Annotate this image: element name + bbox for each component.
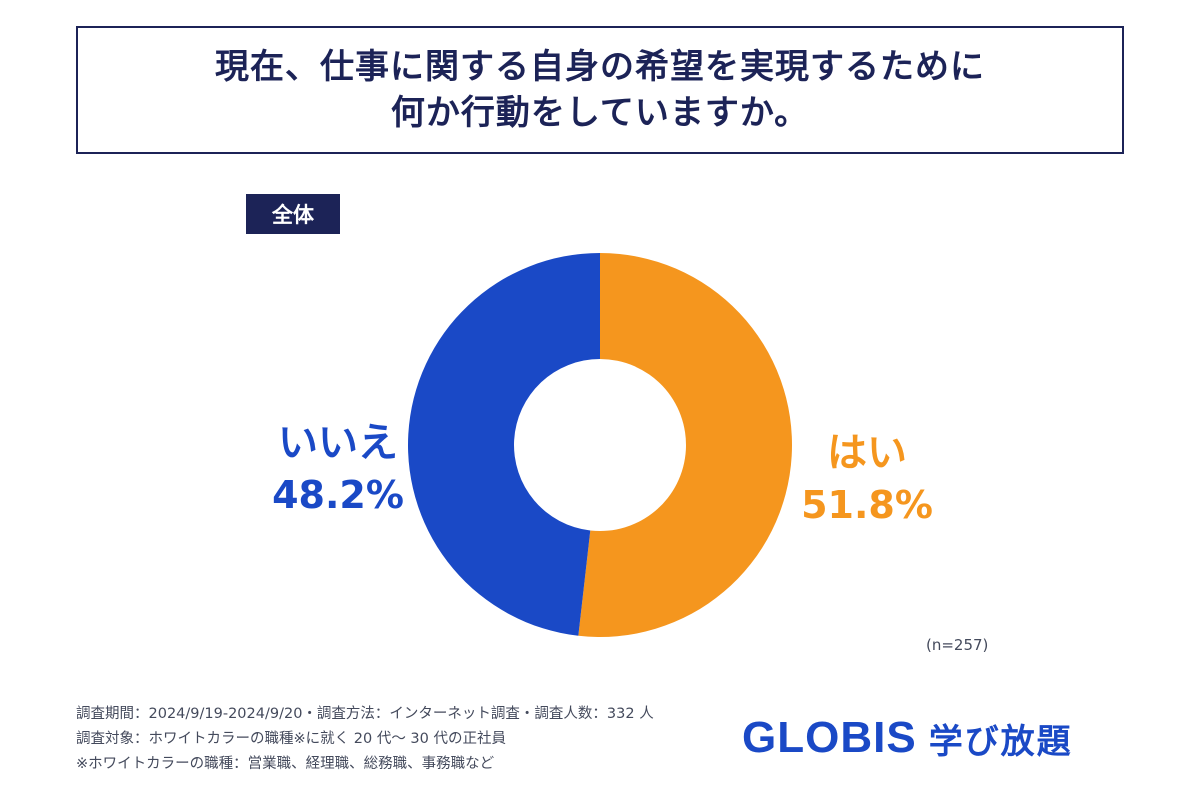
slice-label-yes-name: はい — [827, 430, 907, 476]
brand-sub: 学び放題 — [928, 721, 1073, 762]
slice-label-yes: はい 51.8% — [792, 428, 942, 532]
slice-label-no: いいえ 48.2% — [268, 418, 408, 522]
footnote-survey-period: 調査期間：2024/9/19-2024/9/20・調査方法：インターネット調査・… — [76, 706, 654, 722]
title-line-2: 何か行動をしていますか。 — [390, 93, 810, 133]
brand-logo: GLOBIS 学び放題 — [742, 708, 1073, 768]
brand-name: GLOBIS — [742, 713, 917, 762]
slice-label-no-value: 48.2% — [272, 473, 404, 517]
group-label: 全体 — [246, 194, 340, 234]
footnote-survey-target: 調査対象：ホワイトカラーの職種※に就く 20 代〜 30 代の正社員 — [76, 731, 506, 747]
slice-label-no-name: いいえ — [278, 420, 398, 466]
footnote-job-definition: ※ホワイトカラーの職種：営業職、経理職、総務職、事務職など — [76, 756, 495, 772]
donut-slice-no — [407, 253, 600, 636]
donut-slice-yes — [578, 253, 792, 637]
footnotes: 調査期間：2024/9/19-2024/9/20・調査方法：インターネット調査・… — [76, 702, 654, 777]
slice-label-yes-value: 51.8% — [801, 483, 933, 527]
title-box: 現在、仕事に関する自身の希望を実現するために 何か行動をしていますか。 — [76, 26, 1124, 154]
sample-size-note: (n=257) — [926, 636, 989, 654]
title-line-1: 現在、仕事に関する自身の希望を実現するために — [215, 47, 985, 87]
